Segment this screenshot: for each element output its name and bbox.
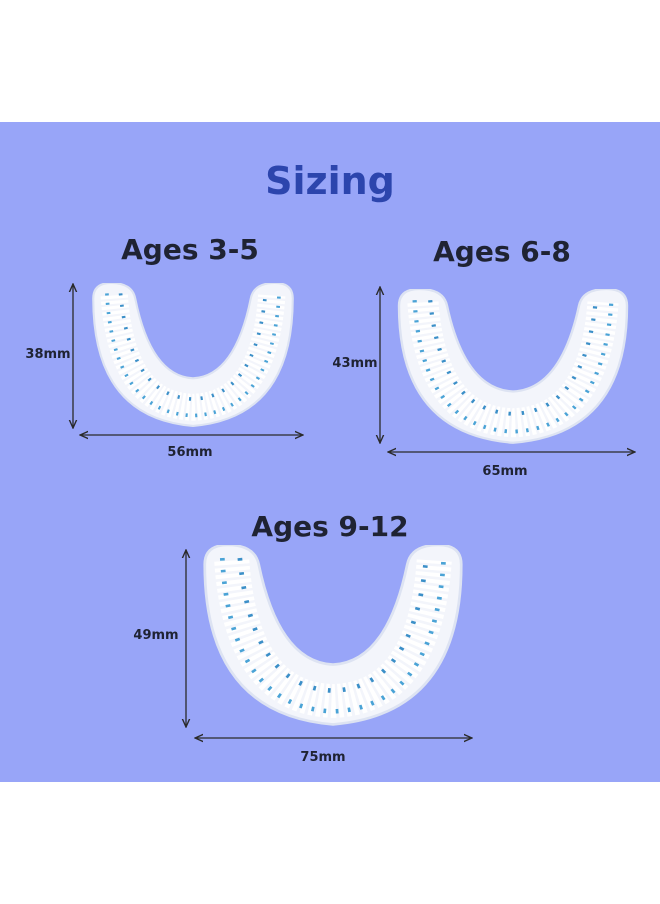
height-label: 38mm bbox=[25, 347, 70, 362]
height-label: 49mm bbox=[133, 628, 178, 643]
age-label: Ages 6-8 bbox=[433, 235, 571, 268]
width-label: 56mm bbox=[167, 445, 212, 460]
age-label: Ages 9-12 bbox=[251, 510, 408, 543]
width-label: 75mm bbox=[300, 750, 345, 765]
title: Sizing bbox=[265, 159, 395, 203]
age-label: Ages 3-5 bbox=[121, 233, 259, 266]
width-label: 65mm bbox=[482, 464, 527, 479]
height-label: 43mm bbox=[332, 356, 377, 371]
